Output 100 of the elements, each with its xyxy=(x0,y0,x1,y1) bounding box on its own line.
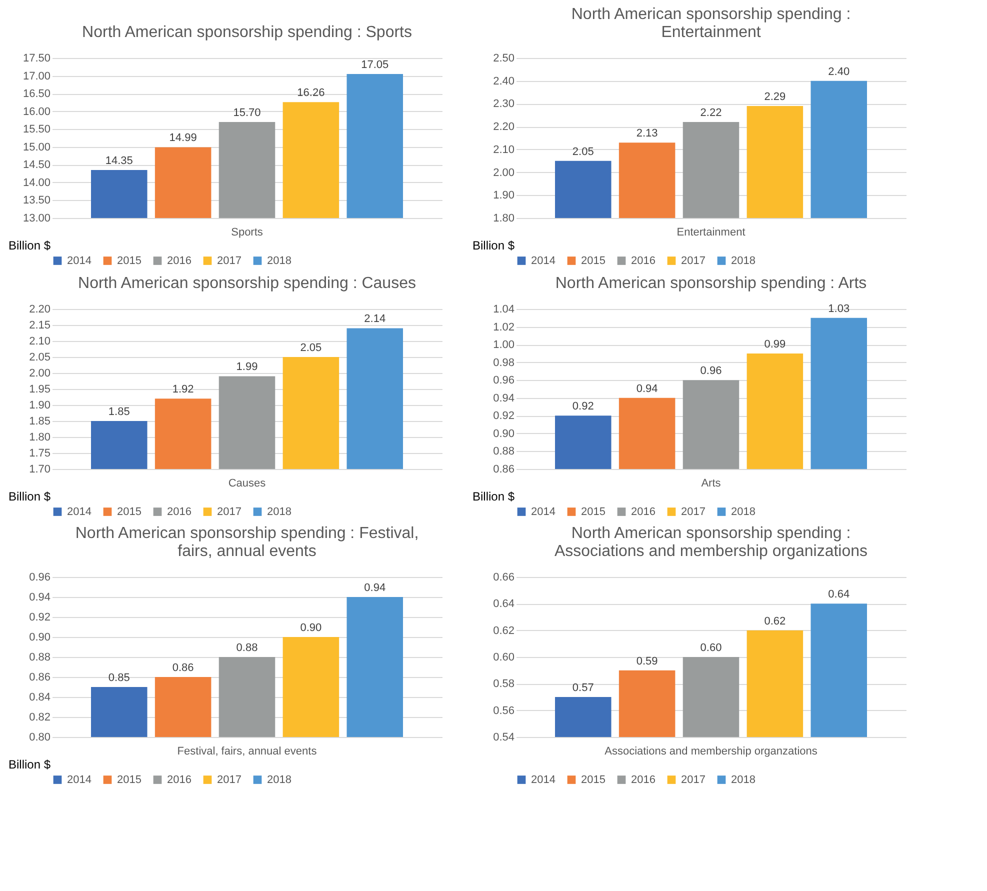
x-tick-label: Causes xyxy=(228,478,266,490)
y-tick-label: 0.58 xyxy=(493,678,514,690)
y-tick-label: 1.00 xyxy=(493,339,514,352)
chart-title: North American sponsorship spending : Causes xyxy=(78,275,416,292)
y-tick-label: 2.50 xyxy=(493,52,514,64)
y-tick-label: 1.95 xyxy=(29,384,50,396)
y-tick-label: 0.92 xyxy=(29,612,50,624)
data-label: 0.96 xyxy=(700,365,722,378)
data-label: 1.85 xyxy=(108,406,130,418)
legend-label: 2016 xyxy=(167,254,192,267)
x-tick-label: Arts xyxy=(701,478,722,490)
y-tick-label: 0.62 xyxy=(493,624,514,637)
y-tick-label: 1.75 xyxy=(29,448,50,460)
y-tick-label: 0.96 xyxy=(493,374,514,387)
x-tick-label: Associations and membership organzations xyxy=(604,746,818,758)
y-tick-label: 0.80 xyxy=(29,732,50,744)
data-label: 2.29 xyxy=(764,91,786,103)
data-label: 2.40 xyxy=(828,66,850,78)
y-tick-label: 0.66 xyxy=(493,572,514,584)
data-label: 16.26 xyxy=(297,87,325,100)
y-tick-label: 1.70 xyxy=(29,464,50,476)
y-tick-label: 17.00 xyxy=(22,70,50,82)
legend-label: 2017 xyxy=(217,506,242,518)
data-label: 14.35 xyxy=(105,155,133,167)
y-tick-label: 1.90 xyxy=(493,190,514,202)
data-label: 2.05 xyxy=(300,342,322,354)
y-tick-label: 0.54 xyxy=(493,732,514,744)
y-axis-title: Billion $ xyxy=(8,238,51,252)
legend-label: 2015 xyxy=(581,254,606,267)
chart-title: North American sponsorship spending : Sports xyxy=(82,24,412,41)
x-tick-label: Entertainment xyxy=(676,226,746,238)
x-tick-label: Festival, fairs, annual events xyxy=(177,746,318,758)
legend-label: 2018 xyxy=(267,774,292,786)
legend-label: 2018 xyxy=(267,506,292,518)
y-tick-label: 16.00 xyxy=(22,106,50,118)
legend-label: 2015 xyxy=(117,506,142,518)
y-tick-label: 0.82 xyxy=(29,712,50,724)
data-label: 2.05 xyxy=(572,146,594,158)
legend-label: 2015 xyxy=(117,774,142,786)
y-tick-label: 0.90 xyxy=(29,632,50,644)
chart-title: North American sponsorship spending : Entertainment xyxy=(571,6,851,41)
data-label: 15.70 xyxy=(233,107,261,119)
data-label: 2.22 xyxy=(700,107,722,119)
y-tick-label: 17.50 xyxy=(22,52,50,64)
y-tick-label: 0.86 xyxy=(29,672,50,684)
data-label: 0.99 xyxy=(764,338,786,350)
legend-label: 2015 xyxy=(117,254,142,267)
legend-label: 2018 xyxy=(731,506,756,518)
legend-label: 2014 xyxy=(67,254,92,267)
y-tick-label: 0.94 xyxy=(29,592,50,604)
legend-label: 2014 xyxy=(531,774,556,786)
x-tick-label: Sports xyxy=(231,226,264,238)
y-tick-label: 0.86 xyxy=(493,464,514,476)
y-tick-label: 2.10 xyxy=(493,144,514,156)
data-label: 2.13 xyxy=(636,128,658,140)
y-tick-label: 0.88 xyxy=(29,652,50,664)
legend-label: 2017 xyxy=(217,774,242,786)
data-label: 0.88 xyxy=(236,642,258,654)
data-label: 0.85 xyxy=(108,672,130,684)
y-tick-label: 15.50 xyxy=(22,124,50,136)
data-label: 1.03 xyxy=(828,302,850,315)
chart-title: North American sponsorship spending : Festival, fairs, annual events xyxy=(75,525,419,560)
legend-label: 2014 xyxy=(531,254,556,267)
legend-label: 2018 xyxy=(731,774,756,786)
y-tick-label: 2.05 xyxy=(29,352,50,364)
y-tick-label: 1.04 xyxy=(493,304,514,316)
legend-label: 2018 xyxy=(731,254,756,267)
legend-label: 2014 xyxy=(531,506,556,518)
y-axis-title: Billion $ xyxy=(472,490,515,504)
data-label: 0.64 xyxy=(828,588,850,601)
legend-label: 2018 xyxy=(267,254,292,267)
y-tick-label: 0.98 xyxy=(493,356,514,369)
y-tick-label: 14.00 xyxy=(22,176,50,189)
y-tick-label: 2.00 xyxy=(493,166,514,179)
y-tick-label: 2.20 xyxy=(29,304,50,316)
y-tick-label: 0.88 xyxy=(493,446,514,458)
y-axis-title: Billion $ xyxy=(8,758,51,772)
legend-label: 2016 xyxy=(631,254,656,267)
y-tick-label: 0.94 xyxy=(493,392,514,404)
y-tick-label: 0.64 xyxy=(493,598,514,610)
y-tick-label: 1.80 xyxy=(29,432,50,444)
y-tick-label: 2.10 xyxy=(29,336,50,348)
legend-label: 2017 xyxy=(217,254,242,267)
data-label: 0.94 xyxy=(364,582,386,594)
data-label: 0.62 xyxy=(764,615,786,628)
legend-label: 2015 xyxy=(581,774,606,786)
y-tick-label: 0.92 xyxy=(493,410,514,422)
y-tick-label: 1.85 xyxy=(29,416,50,428)
data-label: 14.99 xyxy=(169,132,197,144)
legend-label: 2016 xyxy=(631,774,656,786)
data-label: 2.14 xyxy=(364,313,386,326)
data-label: 0.94 xyxy=(636,382,658,395)
data-label: 1.99 xyxy=(236,361,258,374)
legend-label: 2016 xyxy=(167,774,192,786)
legend-label: 2017 xyxy=(681,506,706,518)
chart-title: North American sponsorship spending : Associations and membership organizations xyxy=(554,525,868,560)
legend-label: 2016 xyxy=(167,506,192,518)
y-tick-label: 0.56 xyxy=(493,704,514,717)
y-tick-label: 2.00 xyxy=(29,368,50,380)
data-label: 0.57 xyxy=(572,682,594,694)
